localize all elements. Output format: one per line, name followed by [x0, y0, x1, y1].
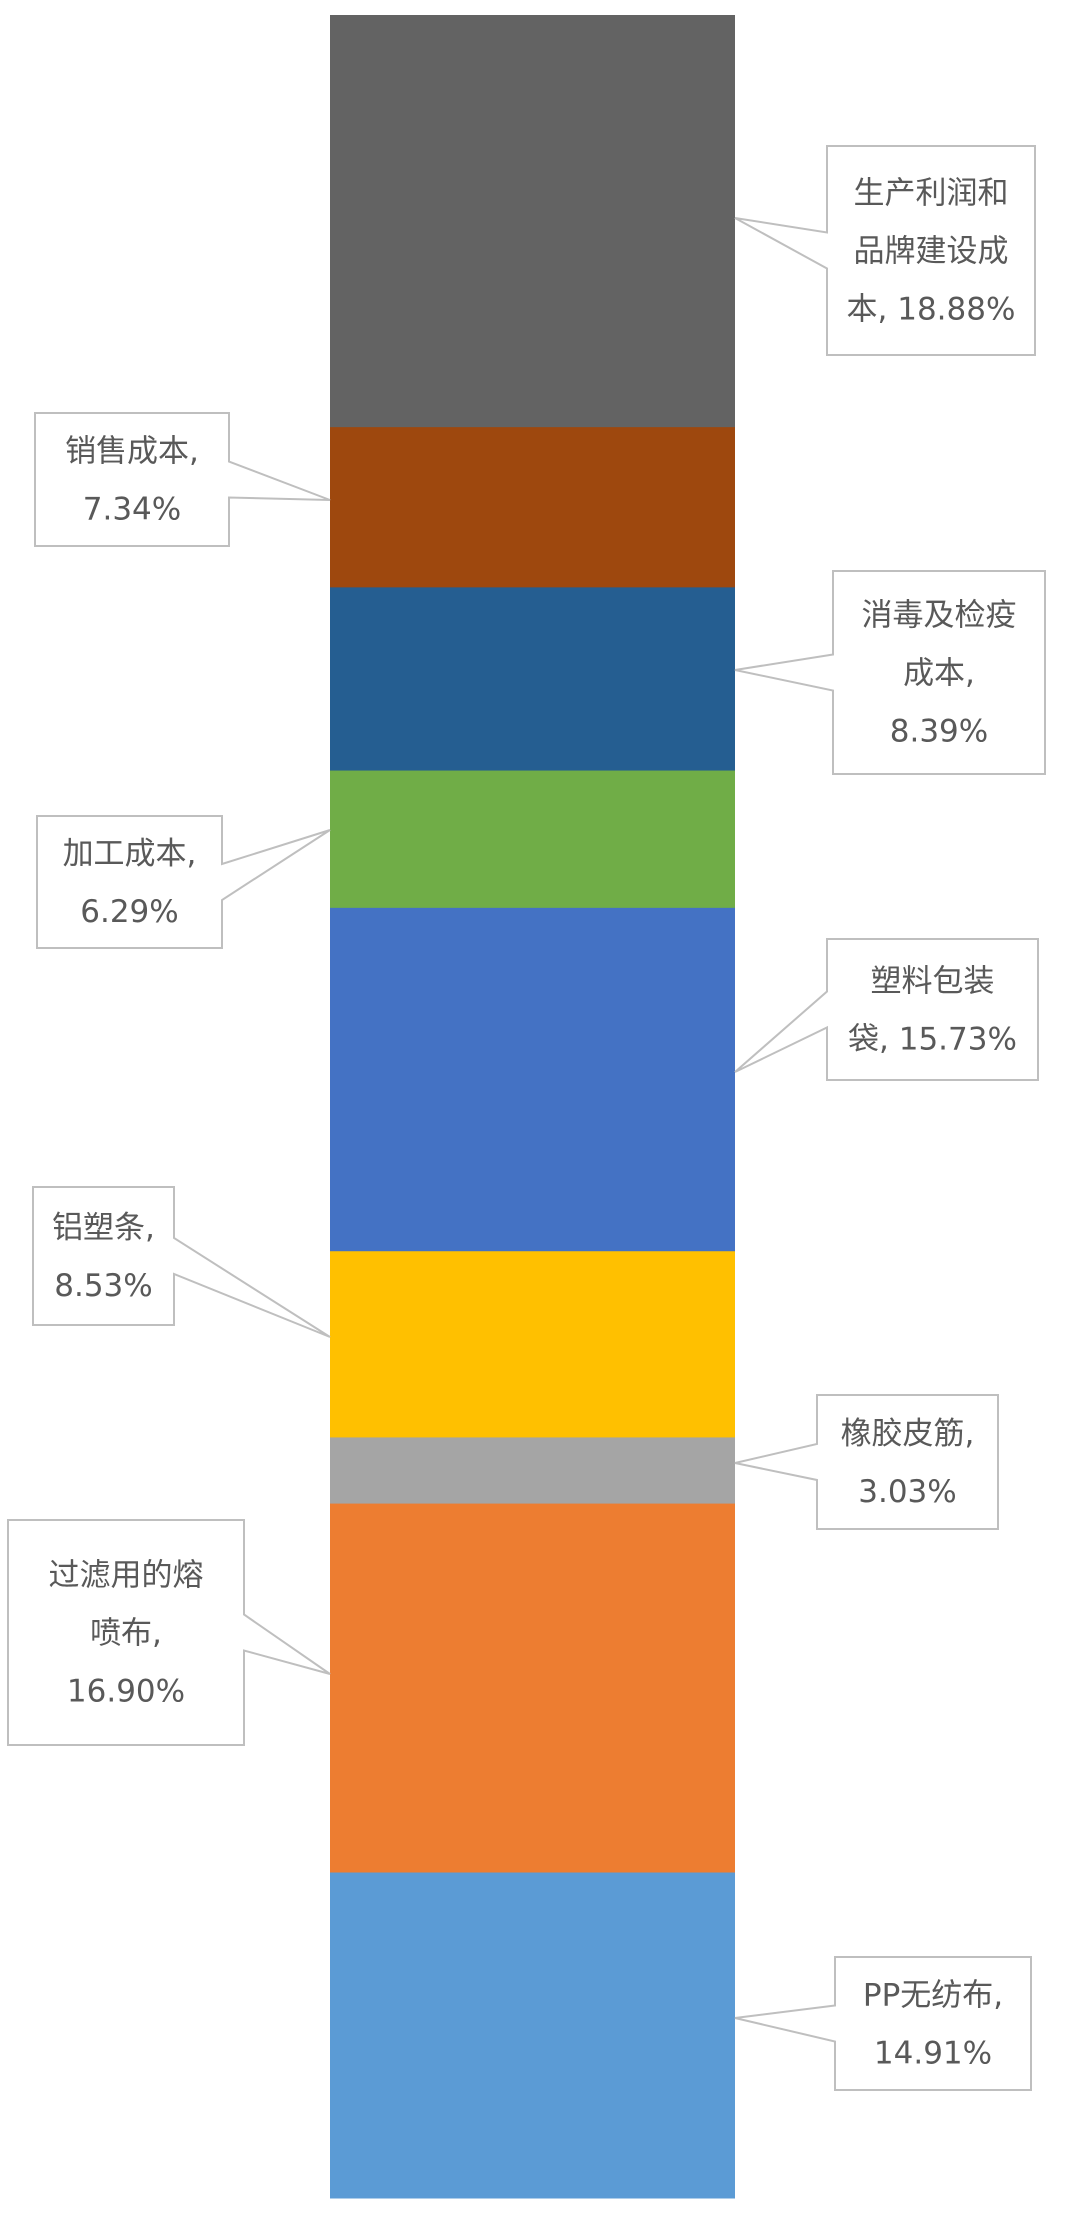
data-label-4: 加工成本, 6.29% [36, 815, 331, 949]
data-label-line: 品牌建设成 [854, 234, 1009, 270]
callout-box [7, 1519, 331, 1746]
data-label-line: 16.90% [67, 1674, 185, 1710]
data-label-line: 过滤用的熔 [49, 1558, 204, 1594]
data-label-line: 8.39% [890, 714, 988, 750]
data-label-line: 生产利润和 [854, 176, 1009, 212]
callout-box [32, 1186, 331, 1338]
bar-segments [330, 15, 735, 2199]
bar-segment-3 [330, 587, 735, 772]
data-label-line: 成本, [903, 656, 975, 692]
callout-box [734, 570, 1046, 775]
data-label-line: 销售成本, [65, 434, 199, 470]
data-label-6: 铝塑条, 8.53% [32, 1186, 331, 1338]
data-label-line: 本, 18.88% [847, 292, 1016, 328]
callout-box [734, 938, 1039, 1081]
bar-segment-7 [330, 1437, 735, 1505]
callout-box [734, 1394, 999, 1530]
data-label-line: 袋, 15.73% [848, 1022, 1017, 1058]
data-label-line: 喷布, [90, 1616, 162, 1652]
data-label-line: PP无纺布, [863, 1978, 1003, 2014]
data-label-line: 14.91% [874, 2036, 992, 2072]
data-label-line: 塑料包装 [871, 964, 995, 1000]
data-label-line: 3.03% [858, 1474, 956, 1510]
bar-segment-9 [330, 1872, 735, 2199]
data-label-line: 7.34% [83, 492, 181, 528]
data-label-line: 铝塑条, [52, 1210, 155, 1246]
callout-box [36, 815, 331, 949]
callout-box [34, 412, 331, 547]
bar-segment-1 [330, 15, 735, 428]
data-label-7: 橡胶皮筋, 3.03% [734, 1394, 999, 1530]
bar-segment-5 [330, 907, 735, 1252]
callout-box [734, 1956, 1032, 2091]
bar-segment-2 [330, 427, 735, 588]
data-label-2: 销售成本, 7.34% [34, 412, 331, 547]
bar-segment-8 [330, 1503, 735, 1874]
data-label-line: 橡胶皮筋, [841, 1416, 975, 1452]
data-label-line: 8.53% [54, 1268, 152, 1304]
data-label-line: 6.29% [80, 894, 178, 930]
data-label-line: 消毒及检疫 [862, 598, 1017, 634]
callout-box [734, 145, 1036, 356]
data-label-9: PP无纺布, 14.91% [734, 1956, 1032, 2091]
data-label-line: 加工成本, [63, 836, 197, 872]
bar-segment-6 [330, 1251, 735, 1438]
bar-segment-4 [330, 770, 735, 909]
